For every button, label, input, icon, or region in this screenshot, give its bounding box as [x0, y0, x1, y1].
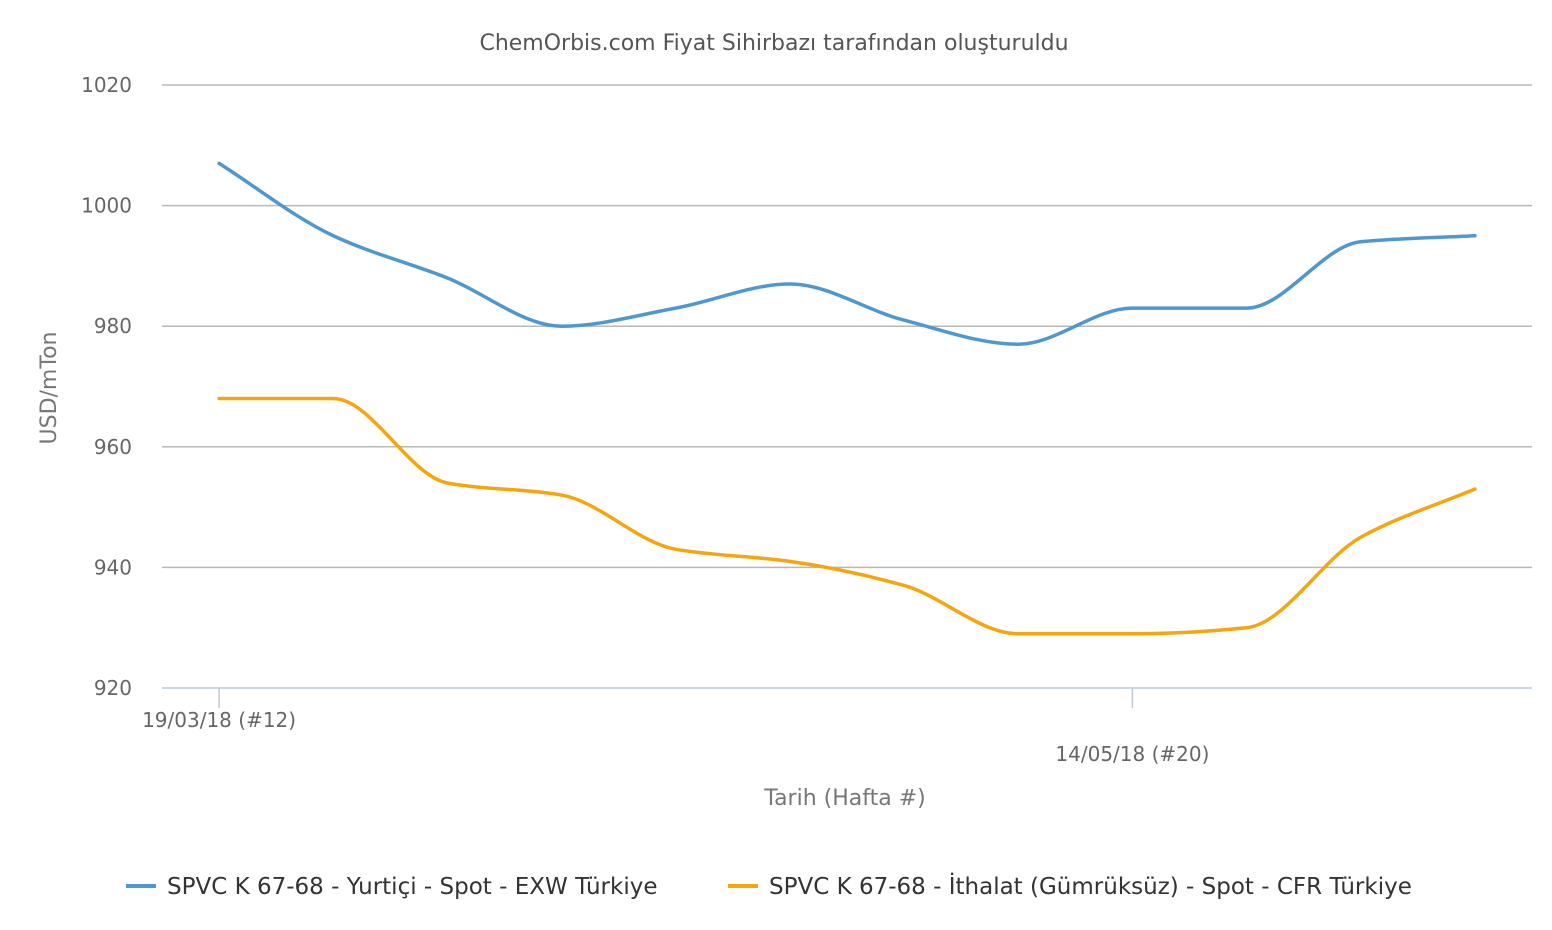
y-axis-label: USD/mTon	[37, 332, 62, 445]
legend: SPVC K 67-68 - Yurtiçi - Spot - EXW Türk…	[126, 872, 1412, 900]
x-axis-ticks: 19/03/18 (#12) 14/05/18 (#20)	[142, 688, 1209, 766]
y-axis-ticks: 920 940 960 980 1000 1020	[81, 73, 132, 700]
y-tick-label: 920	[94, 676, 132, 700]
y-tick-label: 1000	[81, 194, 132, 218]
y-tick-label: 940	[94, 555, 132, 579]
legend-item[interactable]: SPVC K 67-68 - İthalat (Gümrüksüz) - Spo…	[728, 872, 1412, 900]
y-tick-label: 1020	[81, 73, 132, 97]
series-line-2	[217, 396, 1477, 636]
x-tick-label: 14/05/18 (#20)	[1055, 742, 1209, 766]
legend-label: SPVC K 67-68 - İthalat (Gümrüksüz) - Spo…	[769, 872, 1412, 900]
legend-label: SPVC K 67-68 - Yurtiçi - Spot - EXW Türk…	[167, 874, 657, 900]
y-tick-label: 980	[94, 314, 132, 338]
x-axis-label: Tarih (Hafta #)	[763, 786, 925, 811]
x-tick-label: 19/03/18 (#12)	[142, 708, 296, 732]
legend-item[interactable]: SPVC K 67-68 - Yurtiçi - Spot - EXW Türk…	[126, 874, 657, 900]
series-lines	[217, 161, 1477, 636]
chart-title: ChemOrbis.com Fiyat Sihirbazı tarafından…	[479, 31, 1068, 56]
y-tick-label: 960	[94, 435, 132, 459]
series-line-1	[217, 161, 1477, 347]
gridlines	[162, 84, 1532, 689]
